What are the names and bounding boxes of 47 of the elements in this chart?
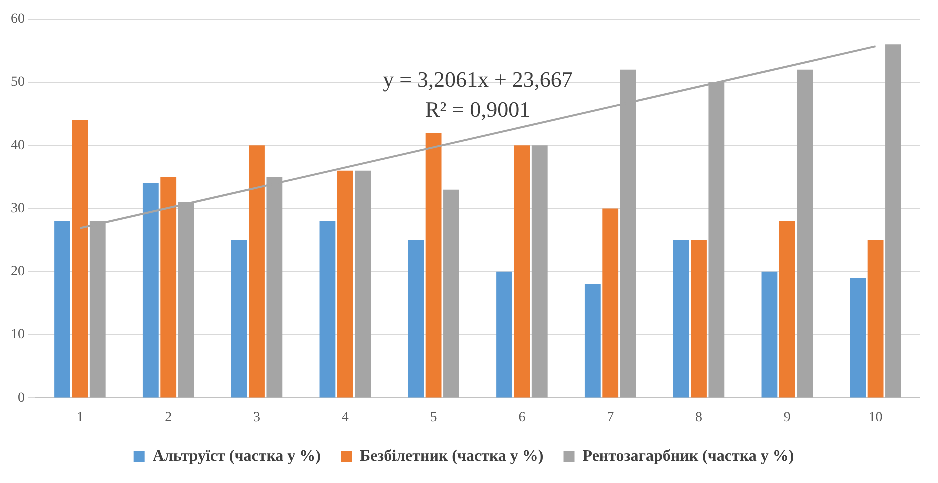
y-tick-label: 60 (11, 12, 25, 28)
bar (249, 146, 265, 398)
bar (532, 146, 548, 398)
bar (142, 184, 159, 398)
annotation: y = 3,2061x + 23,667 (383, 67, 573, 92)
x-tick-label: 7 (607, 410, 614, 426)
bar (850, 278, 866, 398)
bar (337, 170, 354, 398)
x-tick-label: 9 (784, 410, 791, 426)
x-tick-label: 3 (254, 410, 260, 426)
annotation: R² = 0,9001 (425, 97, 531, 122)
y-tick-label: 30 (11, 201, 25, 216)
bar (797, 70, 814, 398)
legend-label: Альтруїст (частка у %) (152, 448, 321, 466)
x-tick-label: 10 (868, 410, 883, 426)
bar (584, 284, 601, 398)
bar (886, 44, 902, 398)
bar (426, 133, 442, 398)
x-tick-label: 5 (430, 410, 438, 426)
bar (72, 120, 88, 398)
bar (762, 272, 778, 398)
bar (779, 221, 796, 398)
y-tick-label: 20 (11, 264, 25, 280)
bar (673, 240, 690, 398)
bar (231, 240, 248, 398)
bar (444, 190, 460, 398)
x-tick-label: 1 (76, 410, 84, 426)
bar (54, 221, 70, 398)
x-tick-label: 4 (342, 410, 349, 426)
y-tick-label: 10 (11, 328, 25, 343)
bar (602, 208, 619, 398)
bar (160, 177, 177, 398)
x-tick-label: 8 (696, 410, 702, 426)
legend-label: Рентозагарбник (частка у %) (582, 448, 794, 466)
bar (691, 240, 707, 398)
bar (320, 221, 336, 398)
bar (868, 240, 884, 398)
x-tick-label: 2 (165, 410, 172, 426)
bar (514, 146, 530, 398)
x-tick-label: 6 (518, 410, 526, 426)
y-tick-label: 0 (18, 390, 25, 406)
legend-label: Безбілетник (частка у %) (360, 448, 544, 466)
bar (408, 240, 424, 398)
bar (355, 170, 372, 398)
y-tick-label: 40 (11, 138, 25, 154)
bar (496, 272, 512, 398)
y-tick-label: 50 (11, 75, 25, 90)
